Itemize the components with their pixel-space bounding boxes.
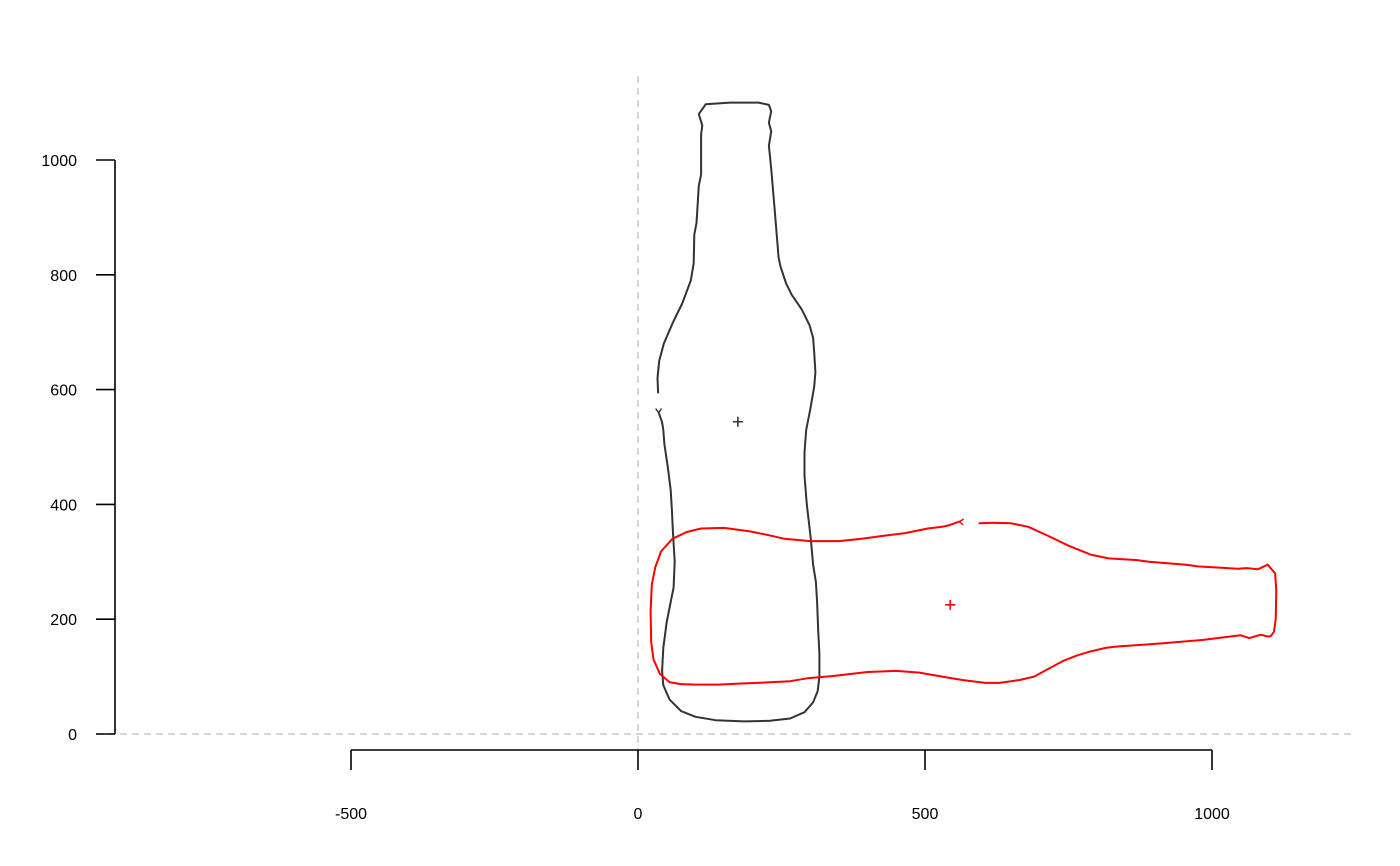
x-tick-label: 1000: [1194, 806, 1230, 823]
bottle-outline-series-1: [655, 101, 821, 723]
y-tick-label: 800: [50, 268, 77, 285]
y-axis: 0 200 400 600 800 1000: [41, 153, 116, 744]
x-tick-label: -500: [335, 806, 367, 823]
x-tick-label: 500: [912, 806, 939, 823]
series-layer: [649, 101, 1278, 723]
reference-lines: [96, 76, 1356, 754]
centroid-marker: [732, 416, 743, 427]
y-tick-label: 0: [68, 727, 77, 744]
bottle-outline-series-2: [649, 518, 1278, 686]
outline-path: [649, 520, 1278, 686]
y-tick-label: 400: [50, 497, 77, 514]
centroid-marker: [945, 599, 956, 610]
start-point-marker: [958, 518, 965, 526]
x-axis: -500 0 500 1000: [335, 749, 1230, 823]
outline-path: [656, 101, 821, 723]
start-point-marker: [655, 408, 663, 414]
y-tick-label: 200: [50, 612, 77, 629]
y-tick-label: 600: [50, 383, 77, 400]
x-tick-label: 0: [634, 806, 643, 823]
y-tick-label: 1000: [41, 153, 77, 170]
